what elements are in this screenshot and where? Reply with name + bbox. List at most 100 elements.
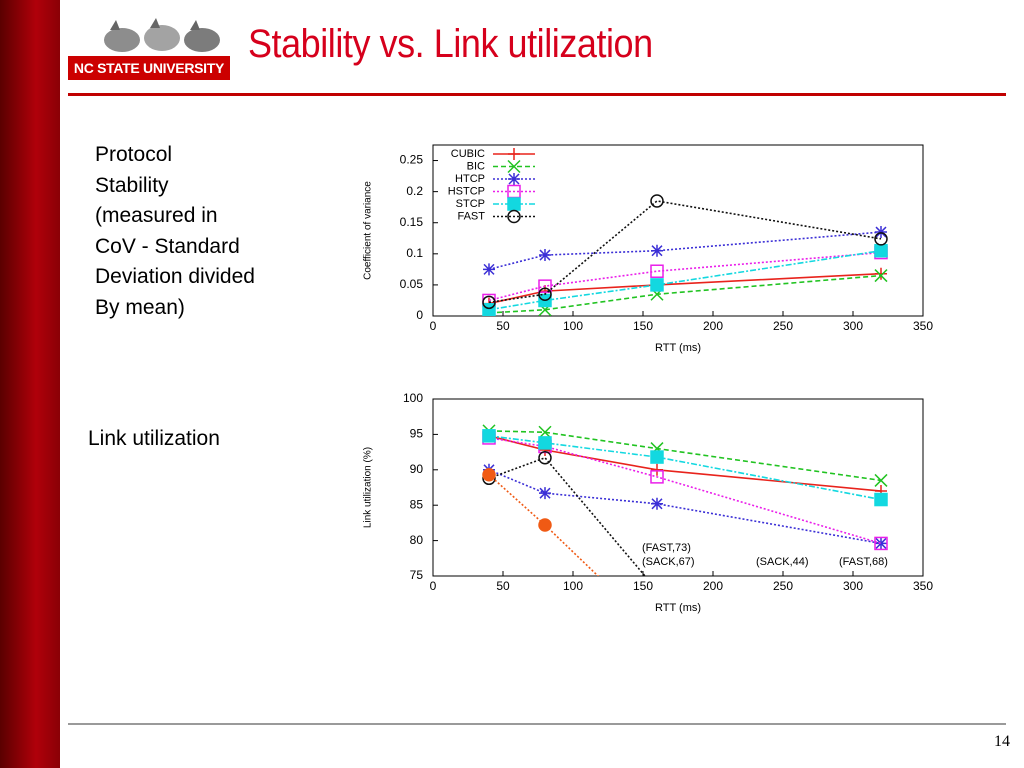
marker [875, 226, 887, 239]
y-tick-label: 90 [410, 462, 424, 476]
x-tick-label: 300 [843, 579, 863, 593]
series-line [488, 435, 882, 501]
legend-label: FAST [457, 210, 485, 222]
plot-area [482, 424, 888, 639]
marker [875, 537, 887, 550]
marker [538, 436, 552, 450]
x-axis-label: RTT (ms) [655, 602, 701, 614]
marker [874, 269, 888, 283]
marker [651, 627, 663, 639]
x-tick-label: 50 [496, 319, 510, 333]
stability-line: (measured in [95, 204, 218, 227]
series-line [488, 456, 647, 576]
stability-line: Protocol [95, 143, 173, 166]
y-tick-label: 85 [410, 497, 424, 511]
y-tick-label: 0.25 [400, 153, 424, 167]
series-line [488, 430, 882, 482]
legend-label: STCP [456, 198, 485, 210]
y-tick-label: 75 [410, 568, 424, 582]
marker [650, 264, 664, 278]
y-tick-label: 0.15 [400, 215, 424, 229]
series-line [488, 469, 882, 545]
marker [875, 620, 887, 632]
x-tick-label: 250 [773, 319, 793, 333]
marker [875, 267, 887, 280]
x-tick-label: 350 [913, 319, 933, 333]
y-axis-label: Coefficient of variance [363, 181, 374, 280]
marker [651, 463, 663, 476]
x-axis-label: RTT (ms) [655, 342, 701, 354]
page-number: 14 [994, 733, 1010, 750]
series-line [488, 274, 882, 314]
marker [538, 287, 552, 301]
side-bar [0, 0, 60, 768]
x-tick-label: 50 [496, 579, 510, 593]
x-tick-label: 200 [703, 579, 723, 593]
marker [650, 278, 664, 292]
series-line [488, 272, 882, 305]
annotation: (SACK,44) [756, 556, 809, 568]
x-tick-label: 100 [563, 579, 583, 593]
logo-image [104, 18, 220, 52]
marker [508, 148, 520, 160]
marker [538, 451, 552, 465]
slide-title: Stability vs. Link utilization [248, 22, 653, 66]
plot-frame [432, 398, 924, 577]
x-tick-label: 150 [633, 319, 653, 333]
marker [538, 279, 552, 293]
marker [650, 450, 664, 464]
y-tick-label: 0.1 [406, 246, 423, 260]
x-tick-label: 300 [843, 319, 863, 333]
x-tick-label: 150 [633, 579, 653, 593]
y-tick-label: 0 [416, 308, 423, 322]
marker [874, 232, 888, 246]
stability-line: Stability [95, 173, 169, 197]
marker [874, 243, 888, 258]
stability-line: CoV - Standard [95, 234, 240, 258]
footer-rule [68, 723, 1006, 725]
series-line [488, 437, 882, 545]
y-tick-label: 80 [410, 533, 424, 547]
marker [482, 295, 496, 310]
header-rule [68, 93, 1006, 96]
marker [483, 263, 495, 276]
marker [507, 209, 521, 224]
series-line [488, 249, 882, 311]
marker [507, 197, 521, 211]
y-tick-label: 95 [410, 427, 424, 441]
stability-line: Deviation divided [95, 265, 255, 288]
legend-label: HSTCP [448, 185, 485, 197]
utilization-text: Link utilization [88, 427, 220, 450]
legend-label: BIC [467, 160, 485, 172]
x-tick-label: 200 [703, 319, 723, 333]
marker [651, 244, 663, 257]
annotation: (SACK,67) [642, 556, 695, 568]
legend-label: CUBIC [451, 148, 485, 160]
logo-text: NC STATE UNIVERSITY [68, 56, 230, 80]
marker [874, 536, 888, 551]
plot-area [482, 194, 888, 316]
marker [539, 487, 551, 500]
marker [508, 173, 520, 185]
plot-frame [432, 144, 924, 317]
y-tick-label: 0.05 [400, 277, 424, 291]
series-line [488, 231, 882, 271]
stability-line: By mean) [95, 295, 185, 319]
marker [538, 518, 552, 532]
series-line [488, 251, 882, 302]
marker [507, 159, 521, 174]
x-tick-label: 250 [773, 579, 793, 593]
annotation: (FAST,73) [642, 542, 691, 554]
legend-label: HTCP [455, 173, 485, 185]
series-line [488, 200, 882, 304]
x-tick-label: 0 [430, 319, 437, 333]
y-axis-label: Link utilization (%) [363, 447, 374, 528]
marker [651, 497, 663, 510]
x-tick-label: 100 [563, 319, 583, 333]
stability-text: Protocol Stability (measured in CoV - Stand… [95, 140, 255, 323]
marker [874, 492, 888, 507]
annotation: (FAST,68) [839, 556, 888, 568]
series-line [488, 474, 600, 576]
